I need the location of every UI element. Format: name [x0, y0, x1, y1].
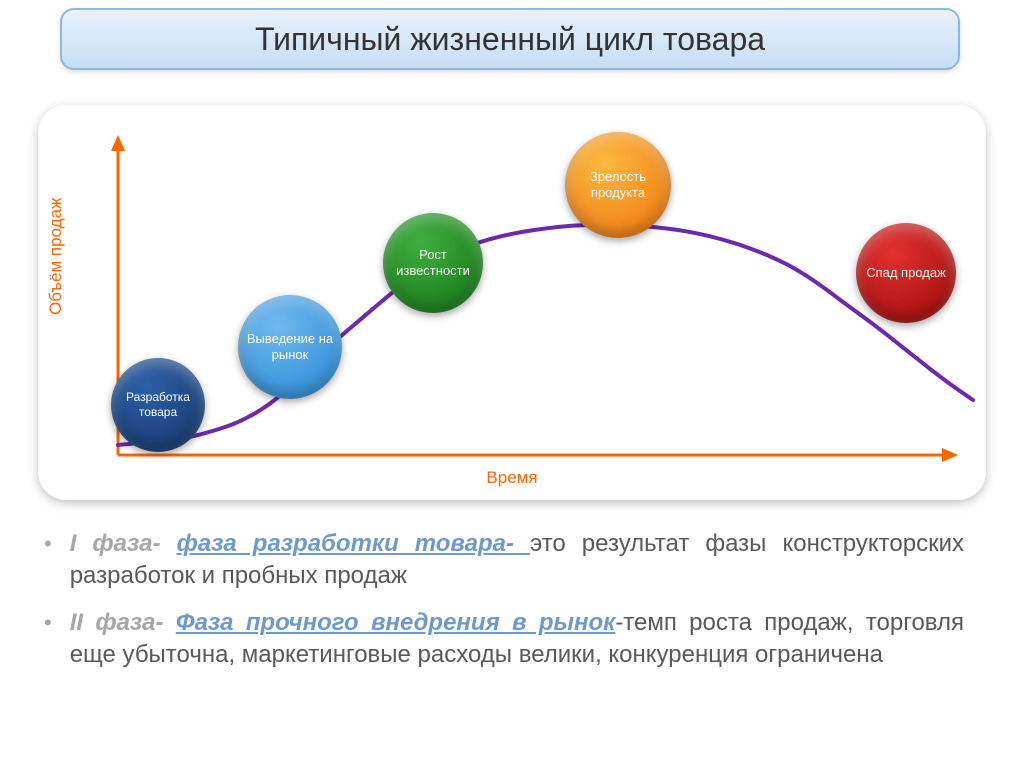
bullet-link: фаза разработки товара	[177, 530, 506, 557]
bullet-lead: II фаза	[70, 609, 156, 636]
bullet-dot-icon: •	[44, 528, 52, 560]
bullet-item: • I фаза- фаза разработки товара- это ре…	[44, 528, 964, 593]
bullet-link: Фаза прочного внедрения в рынок	[176, 609, 615, 636]
bullet-dot-icon: •	[44, 607, 52, 639]
phase-circle: Рост известности	[383, 213, 483, 313]
phase-circle: Выведение на рынок	[238, 295, 342, 399]
bullet-list: • I фаза- фаза разработки товара- это ре…	[44, 528, 964, 686]
title-bar: Типичный жизненный цикл товара	[60, 8, 960, 70]
bullet-text: I фаза- фаза разработки товара- это резу…	[70, 528, 964, 593]
bullet-text: II фаза- Фаза прочного внедрения в рынок…	[70, 607, 964, 672]
phase-circle: Спад продаж	[856, 223, 956, 323]
phase-circle: Зрелость продукта	[565, 132, 671, 238]
lifecycle-chart: Объём продаж Время Разработка товараВыве…	[38, 105, 986, 500]
bullet-lead: I фаза	[70, 530, 153, 557]
phase-circle: Разработка товара	[111, 358, 205, 452]
page-title: Типичный жизненный цикл товара	[255, 21, 765, 58]
bullet-item: • II фаза- Фаза прочного внедрения в рын…	[44, 607, 964, 672]
